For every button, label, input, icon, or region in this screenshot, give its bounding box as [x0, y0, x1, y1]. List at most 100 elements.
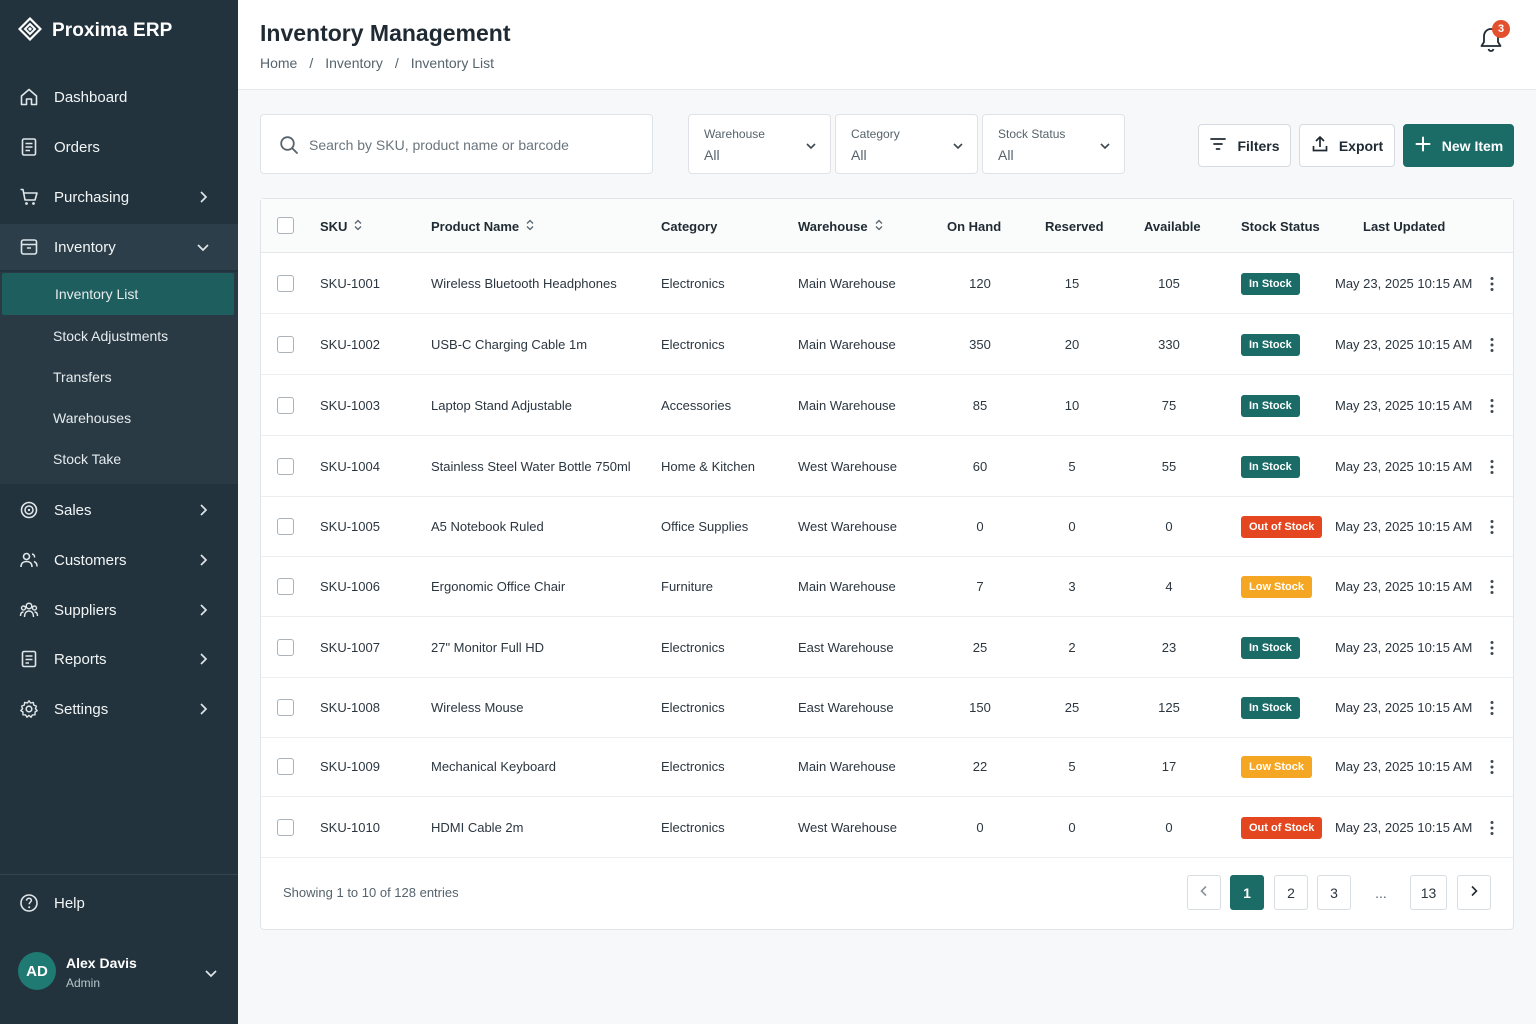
- row-actions-button[interactable]: [1485, 699, 1499, 717]
- table-row[interactable]: SKU-1010 HDMI Cable 2m Electronics West War…: [261, 797, 1513, 858]
- page-button-1[interactable]: 1: [1230, 875, 1264, 910]
- table-row[interactable]: SKU-1005 A5 Notebook Ruled Office Supplies…: [261, 496, 1513, 557]
- warehouse-filter[interactable]: Warehouse All: [688, 114, 831, 174]
- breadcrumb-home[interactable]: Home: [260, 55, 298, 71]
- row-checkbox[interactable]: [277, 458, 294, 475]
- category-cell: Electronics: [661, 700, 725, 715]
- page-button-2[interactable]: 2: [1274, 875, 1308, 910]
- table-row[interactable]: SKU-1009 Mechanical Keyboard Electronics Ma…: [261, 736, 1513, 797]
- sidebar-item-suppliers[interactable]: Suppliers: [0, 587, 238, 633]
- last-updated-cell: May 23, 2025 10:15 AM: [1335, 700, 1473, 715]
- sidebar-item-reports[interactable]: Reports: [0, 636, 238, 682]
- row-checkbox[interactable]: [277, 518, 294, 535]
- column-warehouse[interactable]: Warehouse: [798, 219, 884, 234]
- prev-page-button[interactable]: [1187, 875, 1221, 910]
- on-hand-cell: 60: [972, 459, 988, 474]
- row-actions-button[interactable]: [1485, 758, 1499, 776]
- table-row[interactable]: SKU-1004 Stainless Steel Water Bottle 750…: [261, 436, 1513, 497]
- product-name-cell[interactable]: Ergonomic Office Chair: [431, 579, 566, 594]
- available-cell: 0: [1165, 820, 1173, 835]
- product-name-cell[interactable]: Mechanical Keyboard: [431, 759, 557, 774]
- row-actions-button[interactable]: [1485, 819, 1499, 837]
- sku-cell: SKU-1008: [320, 700, 380, 715]
- more-vertical-icon: [1485, 277, 1499, 297]
- row-actions-button[interactable]: [1485, 578, 1499, 596]
- inventory-submenu: Inventory List Stock Adjustments Transfe…: [0, 272, 238, 484]
- category-cell: Electronics: [661, 276, 725, 291]
- table-row[interactable]: SKU-1001 Wireless Bluetooth Headphones Ele…: [261, 253, 1513, 314]
- stock-status-cell: Low Stock: [1241, 736, 1313, 797]
- row-actions-button[interactable]: [1485, 639, 1499, 657]
- filters-button[interactable]: Filters: [1198, 124, 1291, 167]
- sidebar-subitem-stock-adjustments[interactable]: Stock Adjustments: [53, 328, 169, 344]
- table-row[interactable]: SKU-1007 27" Monitor Full HD Electronics Ea…: [261, 617, 1513, 678]
- row-checkbox[interactable]: [277, 578, 294, 595]
- sidebar-item-settings[interactable]: Settings: [0, 686, 238, 732]
- row-checkbox[interactable]: [277, 397, 294, 414]
- sidebar-subitem-inventory-list[interactable]: Inventory List: [2, 273, 234, 315]
- row-actions-button[interactable]: [1485, 336, 1499, 354]
- row-checkbox[interactable]: [277, 699, 294, 716]
- product-name-cell[interactable]: HDMI Cable 2m: [431, 820, 524, 835]
- new-item-button-label: New Item: [1441, 137, 1504, 154]
- new-item-button[interactable]: New Item: [1403, 124, 1514, 167]
- stock-status-cell: In Stock: [1241, 253, 1300, 314]
- sidebar-subitem-warehouses[interactable]: Warehouses: [53, 410, 132, 426]
- export-button[interactable]: Export: [1299, 124, 1395, 167]
- product-name-cell[interactable]: A5 Notebook Ruled: [431, 519, 544, 534]
- stock-status-cell: In Stock: [1241, 314, 1300, 375]
- select-all-checkbox[interactable]: [277, 217, 294, 234]
- breadcrumb-inventory[interactable]: Inventory: [325, 55, 383, 71]
- product-name-cell[interactable]: Stainless Steel Water Bottle 750ml: [431, 459, 631, 474]
- page-button-last[interactable]: 13: [1410, 875, 1447, 910]
- reserved-cell: 2: [1068, 640, 1076, 655]
- sidebar-item-sales[interactable]: Sales: [0, 487, 238, 533]
- table-row[interactable]: SKU-1002 USB-C Charging Cable 1m Electroni…: [261, 314, 1513, 375]
- table-row[interactable]: SKU-1006 Ergonomic Office Chair Furniture M…: [261, 556, 1513, 617]
- sidebar-item-dashboard[interactable]: Dashboard: [0, 74, 238, 120]
- column-product-name[interactable]: Product Name: [431, 219, 535, 234]
- row-actions-button[interactable]: [1485, 397, 1499, 415]
- reserved-cell: 3: [1068, 579, 1076, 594]
- last-updated-cell: May 23, 2025 10:15 AM: [1335, 276, 1473, 291]
- product-name-cell[interactable]: Wireless Mouse: [431, 700, 524, 715]
- brand[interactable]: Proxima ERP: [17, 16, 172, 44]
- row-checkbox[interactable]: [277, 275, 294, 292]
- table-row[interactable]: SKU-1008 Wireless Mouse Electronics East Wa…: [261, 677, 1513, 738]
- row-checkbox[interactable]: [277, 758, 294, 775]
- sidebar-subitem-transfers[interactable]: Transfers: [53, 369, 112, 385]
- product-name-cell[interactable]: Wireless Bluetooth Headphones: [431, 276, 617, 291]
- warehouse-cell: West Warehouse: [798, 519, 897, 534]
- search-box[interactable]: [260, 114, 653, 174]
- category-cell: Electronics: [661, 337, 725, 352]
- column-sku[interactable]: SKU: [320, 219, 363, 234]
- product-name-cell[interactable]: Laptop Stand Adjustable: [431, 398, 572, 413]
- user-menu[interactable]: AD Alex Davis Admin: [18, 952, 228, 994]
- stock-status-cell: Out of Stock: [1241, 496, 1323, 557]
- row-actions-button[interactable]: [1485, 458, 1499, 476]
- status-badge: In Stock: [1241, 272, 1300, 295]
- sidebar-item-customers[interactable]: Customers: [0, 537, 238, 583]
- warehouse-cell: West Warehouse: [798, 459, 897, 474]
- sidebar-subitem-stock-take[interactable]: Stock Take: [53, 451, 122, 467]
- row-actions-button[interactable]: [1485, 518, 1499, 536]
- category-filter[interactable]: Category All: [835, 114, 978, 174]
- sidebar-item-help[interactable]: Help: [0, 880, 238, 926]
- row-checkbox[interactable]: [277, 336, 294, 353]
- table-row[interactable]: SKU-1003 Laptop Stand Adjustable Accessori…: [261, 375, 1513, 436]
- product-name-cell[interactable]: 27" Monitor Full HD: [431, 640, 544, 655]
- product-name-cell[interactable]: USB-C Charging Cable 1m: [431, 337, 588, 352]
- sidebar-item-purchasing[interactable]: Purchasing: [0, 174, 238, 220]
- row-checkbox[interactable]: [277, 819, 294, 836]
- next-page-button[interactable]: [1457, 875, 1491, 910]
- breadcrumb: Home / Inventory / Inventory List: [260, 55, 494, 71]
- sidebar-item-inventory[interactable]: Inventory: [0, 224, 238, 270]
- search-input[interactable]: [309, 133, 639, 157]
- row-actions-button[interactable]: [1485, 275, 1499, 293]
- page-button-3[interactable]: 3: [1317, 875, 1351, 910]
- notifications-button[interactable]: 3: [1478, 20, 1510, 54]
- row-checkbox[interactable]: [277, 639, 294, 656]
- stock-status-filter[interactable]: Stock Status All: [982, 114, 1125, 174]
- sidebar-item-orders[interactable]: Orders: [0, 124, 238, 170]
- chevron-right-icon: [194, 188, 212, 206]
